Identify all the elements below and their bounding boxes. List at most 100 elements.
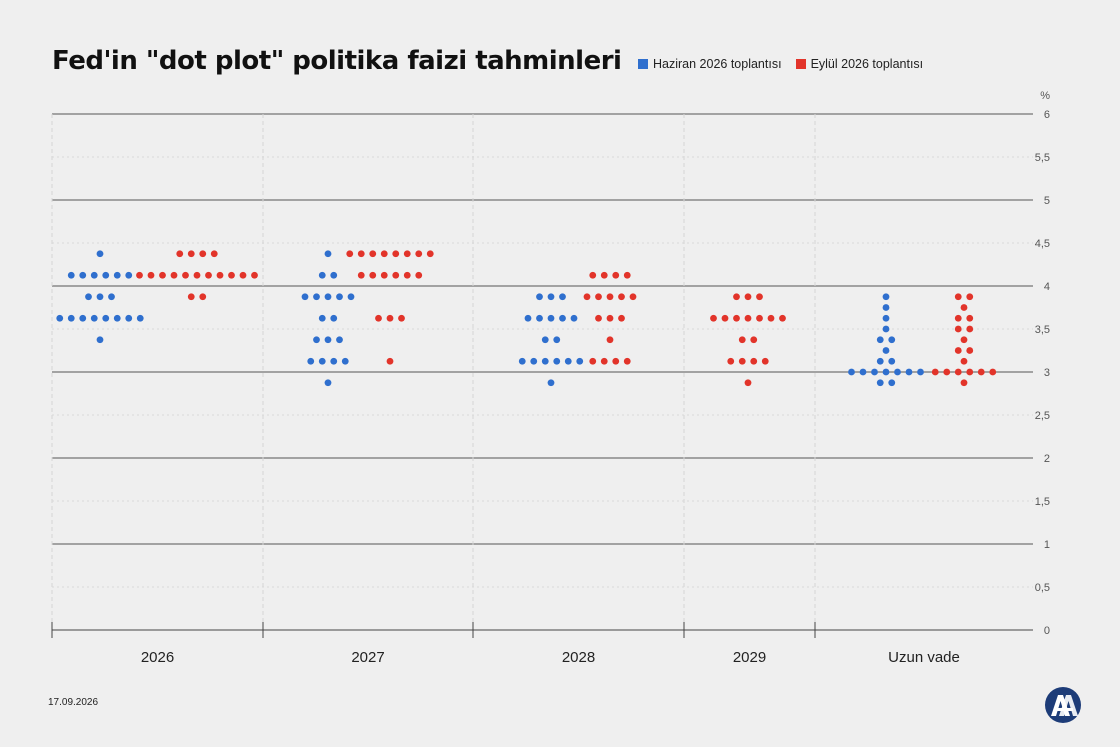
dot-june <box>318 357 326 365</box>
dot-june <box>882 325 890 333</box>
dot-september <box>346 250 354 258</box>
dot-september <box>623 271 631 279</box>
dot-september <box>738 357 746 365</box>
dot-september <box>733 314 740 322</box>
dot-september <box>251 271 258 279</box>
dot-june <box>882 368 890 376</box>
dot-june <box>564 357 572 365</box>
dot-plot-chart: 0 0,5 1 1,5 2 2,5 3 3,5 4 4,5 5 5,5 6% 2026 2027 2028 20… <box>51 90 1050 666</box>
dot-september <box>606 293 614 301</box>
dot-june <box>102 271 110 279</box>
dot-september <box>612 357 620 365</box>
dot-september <box>136 271 143 279</box>
dot-september <box>756 314 763 322</box>
dot-june <box>56 314 64 322</box>
dot-june <box>888 379 896 387</box>
dot-september <box>727 357 735 365</box>
dot-september <box>966 314 974 322</box>
dot-june <box>553 336 561 344</box>
aa-logo <box>1044 686 1082 729</box>
dot-september <box>403 250 411 258</box>
dot-september <box>147 271 155 279</box>
dot-june <box>882 304 890 311</box>
dot-june <box>559 293 566 301</box>
y-tick-label: 5,5 <box>1035 152 1050 164</box>
dot-september <box>750 357 758 365</box>
dot-september <box>733 293 740 301</box>
dot-september <box>369 250 377 258</box>
dot-june <box>102 314 110 322</box>
dot-june <box>96 336 104 344</box>
dot-september <box>187 250 195 258</box>
legend-item-june: Haziran 2026 toplantısı <box>638 57 782 71</box>
dot-september <box>415 250 423 258</box>
dot-september <box>386 357 394 365</box>
dot-september <box>954 325 962 333</box>
dot-september <box>369 271 377 279</box>
legend-swatch-june <box>638 59 648 69</box>
dot-june <box>108 293 115 301</box>
dot-june <box>905 368 913 376</box>
dot-june <box>570 314 578 322</box>
dot-september <box>600 271 608 279</box>
dot-september <box>960 357 968 365</box>
dot-june <box>882 347 890 354</box>
dot-september <box>618 314 625 322</box>
dot-june <box>536 314 543 322</box>
dot-september <box>960 304 968 311</box>
dot-september <box>426 250 434 258</box>
dot-june <box>876 379 884 387</box>
dot-september <box>199 250 207 258</box>
dot-june <box>888 336 896 344</box>
dot-june <box>90 314 98 322</box>
y-tick-label: 4 <box>1044 281 1050 293</box>
x-tick-label: Uzun vade <box>888 649 960 666</box>
dot-june <box>330 271 338 279</box>
dot-september <box>779 314 786 322</box>
dot-september <box>380 250 388 258</box>
dot-september <box>618 293 625 301</box>
dot-june <box>547 379 555 387</box>
x-tick-label: 2029 <box>733 649 766 666</box>
dot-june <box>67 314 75 322</box>
dot-june <box>341 357 349 365</box>
dot-june <box>313 293 320 301</box>
legend-label-september: Eylül 2026 toplantısı <box>810 57 924 71</box>
y-unit-label: % <box>1040 90 1050 102</box>
dot-september <box>744 379 752 387</box>
dot-june <box>882 314 890 322</box>
dot-september <box>392 271 400 279</box>
dot-september <box>193 271 201 279</box>
dot-june <box>336 336 343 344</box>
dot-september <box>386 314 394 322</box>
publish-date: 17.09.2026 <box>48 697 99 708</box>
dot-june <box>553 357 561 365</box>
dot-june <box>324 336 332 344</box>
dot-september <box>954 368 962 376</box>
dot-september <box>623 357 631 365</box>
dot-june <box>90 271 98 279</box>
y-tick-label: 1,5 <box>1035 496 1050 508</box>
dot-september <box>966 347 974 354</box>
dot-september <box>357 250 365 258</box>
dot-june <box>324 293 332 301</box>
dot-september <box>606 336 614 344</box>
y-tick-label: 2,5 <box>1035 410 1050 422</box>
dot-june <box>318 271 326 279</box>
dot-september <box>170 271 178 279</box>
legend-item-september: Eylül 2026 toplantısı <box>795 57 924 71</box>
dot-september <box>966 368 974 376</box>
y-tick-label: 2 <box>1044 453 1050 465</box>
dot-june <box>85 293 92 301</box>
dot-june <box>125 271 133 279</box>
aa-logo-icon <box>1045 687 1081 723</box>
dot-june <box>524 314 532 322</box>
y-tick-label: 6 <box>1044 109 1050 121</box>
dot-september <box>159 271 166 279</box>
dot-september <box>589 357 597 365</box>
dot-june <box>559 314 566 322</box>
dot-june <box>330 314 338 322</box>
dot-june <box>79 314 87 322</box>
dot-june <box>301 293 309 301</box>
dot-september <box>595 293 602 301</box>
